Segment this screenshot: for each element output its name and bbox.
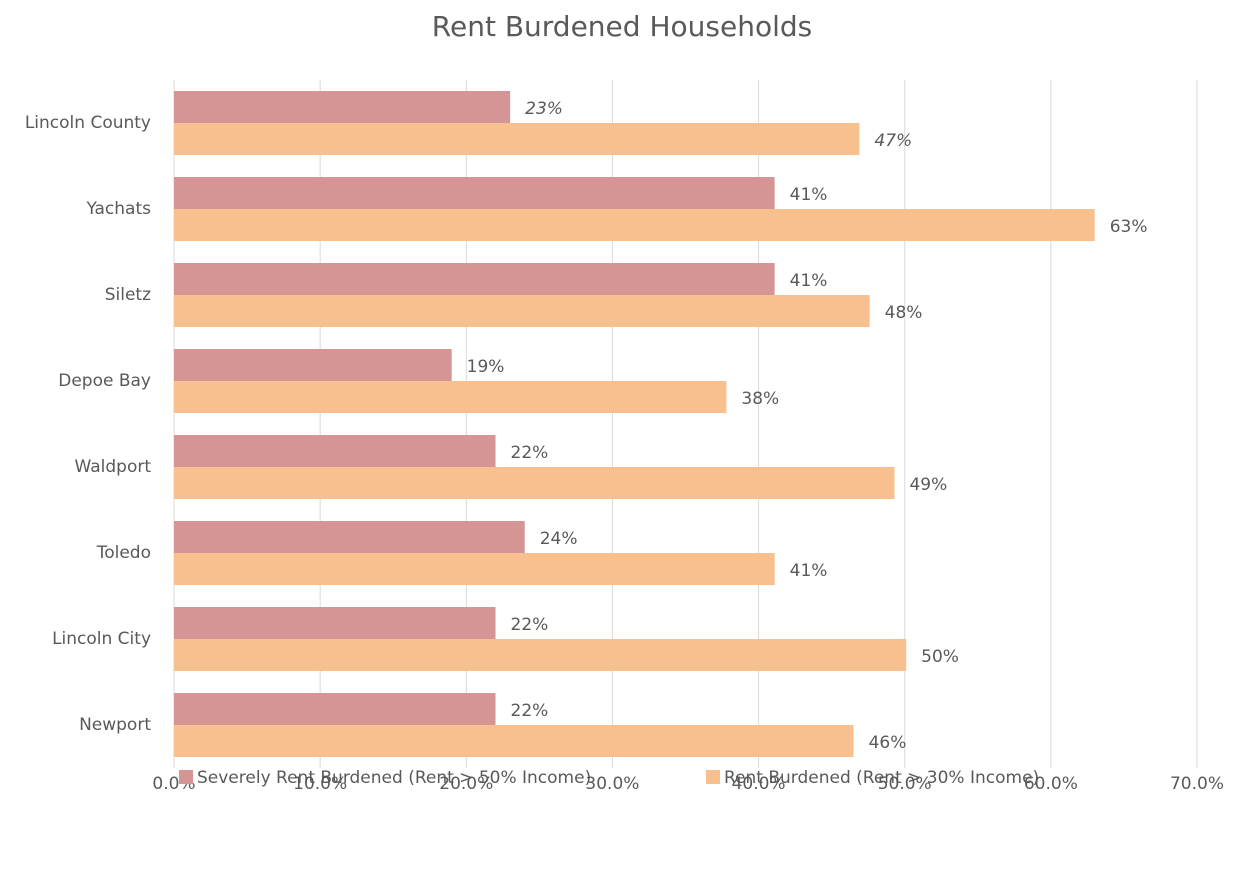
legend-label: Rent Burdened (Rent > 30% Income) — [724, 768, 1039, 788]
data-label: 41% — [790, 271, 828, 291]
data-label: 50% — [921, 647, 959, 667]
x-tick-label: 20.0% — [439, 774, 493, 794]
chart-title: Rent Burdened Households — [432, 10, 812, 43]
data-label: 19% — [467, 357, 505, 377]
bar — [174, 725, 854, 757]
bar — [174, 263, 775, 295]
bar — [174, 349, 452, 381]
data-label: 63% — [1110, 217, 1148, 237]
data-label: 47% — [874, 131, 912, 151]
bar — [174, 177, 775, 209]
data-label: 41% — [790, 185, 828, 205]
x-tick-label: 40.0% — [732, 774, 786, 794]
bar — [174, 295, 870, 327]
bar — [174, 553, 775, 585]
x-tick-label: 50.0% — [878, 774, 932, 794]
data-label: 41% — [790, 561, 828, 581]
legend-label: Severely Rent Burdened (Rent > 50% Incom… — [197, 768, 591, 788]
x-tick-label: 30.0% — [585, 774, 639, 794]
y-tick-label: Siletz — [105, 285, 151, 305]
y-tick-label: Lincoln City — [52, 629, 151, 649]
data-label: 24% — [540, 529, 578, 549]
x-tick-label: 60.0% — [1024, 774, 1078, 794]
bar — [174, 607, 496, 639]
data-label: 23% — [525, 99, 563, 119]
x-tick-label: 70.0% — [1170, 774, 1224, 794]
bar — [174, 381, 727, 413]
bar — [174, 209, 1095, 241]
bar — [174, 91, 511, 123]
bar — [174, 639, 907, 671]
bar — [174, 521, 525, 553]
y-tick-label: Depoe Bay — [58, 371, 151, 391]
y-tick-label: Yachats — [85, 199, 151, 219]
y-tick-label: Toledo — [96, 543, 151, 563]
bar — [174, 693, 496, 725]
y-tick-label: Waldport — [75, 457, 152, 477]
legend-swatch — [706, 770, 720, 784]
y-tick-label: Newport — [79, 715, 151, 735]
y-tick-label: Lincoln County — [25, 113, 151, 133]
x-tick-label: 10.0% — [293, 774, 347, 794]
bar — [174, 435, 496, 467]
data-label: 22% — [511, 701, 549, 721]
bar — [174, 467, 895, 499]
legend-swatch — [179, 770, 193, 784]
data-label: 22% — [511, 615, 549, 635]
bar — [174, 123, 860, 155]
data-label: 22% — [511, 443, 549, 463]
data-label: 49% — [909, 475, 947, 495]
data-label: 46% — [869, 733, 907, 753]
data-label: 48% — [885, 303, 923, 323]
data-label: 38% — [741, 389, 779, 409]
